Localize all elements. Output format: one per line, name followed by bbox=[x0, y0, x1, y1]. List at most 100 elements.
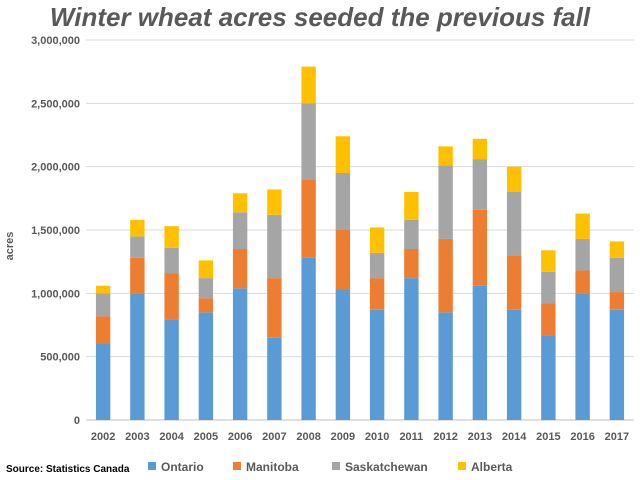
bar-ontario-2005 bbox=[198, 312, 214, 420]
bar-alberta-2004 bbox=[164, 226, 179, 248]
x-tick-label: 2016 bbox=[570, 431, 594, 443]
bar-ontario-2015 bbox=[541, 335, 556, 420]
y-axis-label: acres bbox=[4, 232, 16, 261]
bar-ontario-2017 bbox=[609, 309, 625, 420]
y-tick-label: 2,500,000 bbox=[31, 98, 80, 110]
x-tick-labels: 2002 2003 2004 2005 2006 2007 2008 2009 2010 2011… bbox=[91, 431, 629, 443]
x-tick-label: 2017 bbox=[605, 431, 629, 443]
x-tick-label: 2009 bbox=[331, 431, 355, 443]
legend-label-ontario: Ontario bbox=[161, 460, 204, 474]
bar-alberta-2013 bbox=[472, 138, 488, 160]
bar-manitoba-2011 bbox=[404, 249, 419, 279]
x-tick-label: 2010 bbox=[365, 431, 389, 443]
legend-swatch-saskatchewan bbox=[332, 462, 340, 470]
bar-manitoba-2012 bbox=[438, 238, 453, 313]
bar-ontario-2003 bbox=[130, 293, 145, 420]
x-tick-label: 2002 bbox=[91, 431, 115, 443]
bar-ontario-2011 bbox=[404, 278, 419, 420]
bar-alberta-2016 bbox=[575, 213, 590, 239]
bar-alberta-2008 bbox=[301, 66, 316, 104]
bar-alberta-2011 bbox=[404, 192, 419, 220]
bar-manitoba-2003 bbox=[130, 257, 145, 294]
bar-alberta-2012 bbox=[438, 146, 453, 166]
x-tick-label: 2007 bbox=[262, 431, 286, 443]
y-tick-label: 3,000,000 bbox=[31, 35, 80, 47]
bar-ontario-2002 bbox=[95, 344, 111, 420]
bar-alberta-2006 bbox=[232, 193, 248, 213]
y-tick-label: 1,500,000 bbox=[31, 225, 80, 237]
legend-label-saskatchewan: Saskatchewan bbox=[345, 460, 428, 474]
bar-alberta-2009 bbox=[335, 136, 351, 173]
bar-saskatchewan-2013 bbox=[472, 159, 488, 210]
x-tick-label: 2011 bbox=[399, 431, 423, 443]
y-tick-labels: 0 500,000 1,000,000 1,500,000 2,000,000 2,500… bbox=[31, 35, 80, 427]
bar-alberta-2014 bbox=[506, 166, 522, 192]
source-note: Source: Statistics Canada bbox=[6, 464, 130, 475]
bars bbox=[95, 66, 625, 420]
bar-alberta-2010 bbox=[369, 227, 385, 253]
bar-ontario-2006 bbox=[232, 288, 248, 420]
bar-ontario-2013 bbox=[472, 285, 488, 420]
bar-alberta-2015 bbox=[541, 250, 556, 272]
bar-manitoba-2004 bbox=[164, 273, 179, 320]
bar-alberta-2017 bbox=[609, 241, 625, 258]
legend-swatch-ontario bbox=[148, 462, 156, 470]
bar-saskatchewan-2012 bbox=[438, 165, 453, 239]
bar-saskatchewan-2007 bbox=[267, 214, 282, 279]
bar-ontario-2007 bbox=[267, 337, 282, 420]
legend-swatch-manitoba bbox=[233, 462, 241, 470]
bar-manitoba-2002 bbox=[95, 316, 111, 344]
bar-ontario-2004 bbox=[164, 319, 179, 420]
bar-ontario-2010 bbox=[369, 309, 385, 420]
bar-ontario-2014 bbox=[506, 309, 522, 420]
bar-manitoba-2017 bbox=[609, 292, 625, 310]
bar-alberta-2005 bbox=[198, 260, 214, 279]
x-tick-label: 2008 bbox=[296, 431, 320, 443]
bar-saskatchewan-2009 bbox=[335, 173, 351, 230]
x-tick-label: 2012 bbox=[433, 431, 457, 443]
bar-ontario-2012 bbox=[438, 312, 453, 420]
bar-saskatchewan-2006 bbox=[232, 212, 248, 249]
bar-alberta-2003 bbox=[130, 219, 145, 237]
bar-saskatchewan-2005 bbox=[198, 278, 214, 299]
bar-saskatchewan-2016 bbox=[575, 238, 590, 271]
bar-alberta-2007 bbox=[267, 189, 282, 215]
x-tick-label: 2004 bbox=[159, 431, 184, 443]
x-tick-label: 2006 bbox=[228, 431, 252, 443]
bar-saskatchewan-2015 bbox=[541, 271, 556, 304]
x-tick-label: 2015 bbox=[536, 431, 560, 443]
bar-saskatchewan-2002 bbox=[95, 293, 111, 317]
legend-label-alberta: Alberta bbox=[471, 460, 513, 474]
bar-manitoba-2008 bbox=[301, 179, 316, 258]
legend: Ontario Manitoba Saskatchewan Alberta bbox=[148, 460, 513, 474]
bar-saskatchewan-2011 bbox=[404, 219, 419, 249]
bar-manitoba-2010 bbox=[369, 278, 385, 310]
bar-saskatchewan-2004 bbox=[164, 247, 179, 274]
bar-manitoba-2006 bbox=[232, 249, 248, 289]
chart-title: Winter wheat acres seeded the previous f… bbox=[49, 2, 591, 32]
bar-saskatchewan-2003 bbox=[130, 236, 145, 258]
bar-manitoba-2005 bbox=[198, 298, 214, 313]
bar-ontario-2008 bbox=[301, 257, 316, 420]
y-tick-label: 0 bbox=[74, 415, 80, 427]
bar-saskatchewan-2010 bbox=[369, 252, 385, 279]
legend-swatch-alberta bbox=[458, 462, 466, 470]
y-tick-label: 2,000,000 bbox=[31, 162, 80, 174]
bar-saskatchewan-2014 bbox=[506, 192, 522, 256]
bar-saskatchewan-2017 bbox=[609, 257, 625, 293]
x-tick-label: 2003 bbox=[125, 431, 149, 443]
bar-manitoba-2013 bbox=[472, 209, 488, 286]
bar-alberta-2002 bbox=[95, 285, 111, 294]
bar-ontario-2016 bbox=[575, 293, 590, 420]
bar-manitoba-2016 bbox=[575, 270, 590, 294]
bar-manitoba-2007 bbox=[267, 278, 282, 338]
x-tick-label: 2005 bbox=[194, 431, 218, 443]
bar-ontario-2009 bbox=[335, 289, 351, 420]
bar-manitoba-2009 bbox=[335, 230, 351, 290]
x-tick-label: 2013 bbox=[468, 431, 492, 443]
bar-saskatchewan-2008 bbox=[301, 103, 316, 180]
bar-manitoba-2014 bbox=[506, 255, 522, 310]
y-tick-label: 500,000 bbox=[40, 352, 80, 364]
bar-manitoba-2015 bbox=[541, 303, 556, 336]
